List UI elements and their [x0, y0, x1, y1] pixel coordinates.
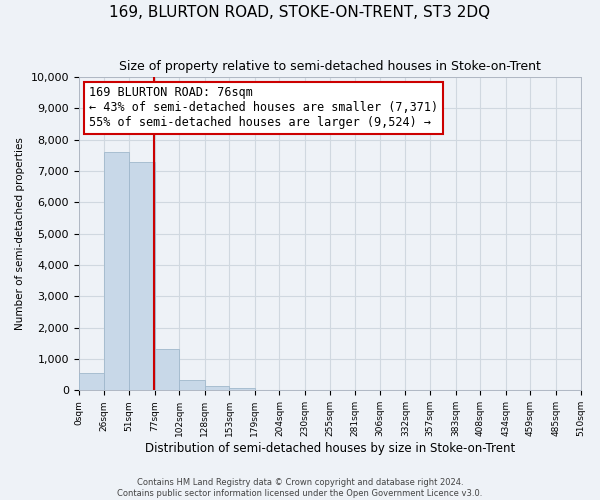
X-axis label: Distribution of semi-detached houses by size in Stoke-on-Trent: Distribution of semi-detached houses by …: [145, 442, 515, 455]
Y-axis label: Number of semi-detached properties: Number of semi-detached properties: [15, 137, 25, 330]
Bar: [179, 380, 205, 390]
Text: 169, BLURTON ROAD, STOKE-ON-TRENT, ST3 2DQ: 169, BLURTON ROAD, STOKE-ON-TRENT, ST3 2…: [109, 5, 491, 20]
Bar: [155, 348, 179, 391]
Bar: [129, 162, 155, 390]
Bar: [104, 152, 129, 390]
Bar: [205, 386, 229, 390]
Text: Contains HM Land Registry data © Crown copyright and database right 2024.
Contai: Contains HM Land Registry data © Crown c…: [118, 478, 482, 498]
Bar: [79, 373, 104, 390]
Text: 169 BLURTON ROAD: 76sqm
← 43% of semi-detached houses are smaller (7,371)
55% of: 169 BLURTON ROAD: 76sqm ← 43% of semi-de…: [89, 86, 438, 130]
Bar: [229, 388, 255, 390]
Title: Size of property relative to semi-detached houses in Stoke-on-Trent: Size of property relative to semi-detach…: [119, 60, 541, 73]
